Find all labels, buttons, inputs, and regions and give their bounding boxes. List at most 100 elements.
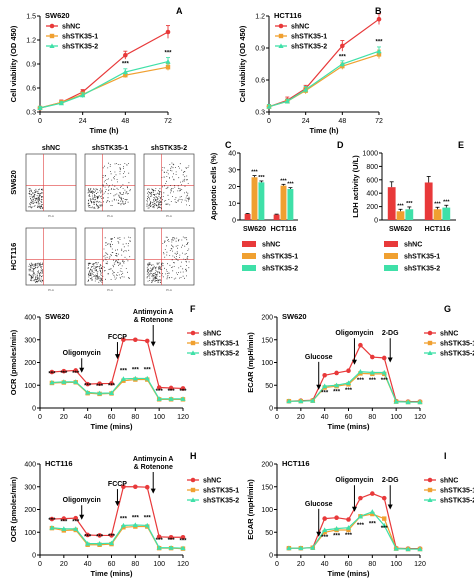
- data-point: [120, 522, 127, 528]
- y-tick-label: 300: [24, 484, 36, 491]
- significance-stars: ***: [48, 518, 56, 524]
- data-point: [168, 385, 174, 391]
- data-point: [144, 484, 150, 490]
- significance-stars: ***: [251, 170, 258, 176]
- data-point: [180, 396, 186, 401]
- data-point: [133, 337, 138, 343]
- data-point: [334, 515, 339, 520]
- data-point: [286, 545, 292, 551]
- injection-label: Oligomycin: [63, 497, 101, 504]
- significance-stars: ***: [287, 182, 294, 188]
- y-tick-label: 50: [265, 530, 273, 537]
- injection-label: 2-DG: [382, 330, 399, 337]
- data-point: [322, 516, 327, 521]
- x-axis-label: Time (mins): [91, 569, 133, 578]
- y-tick-label: 1.5: [26, 14, 36, 21]
- x-tick-label: 80: [368, 561, 376, 568]
- injection-label: FCCP: [108, 334, 127, 341]
- series-line: [51, 377, 183, 400]
- data-point: [97, 381, 102, 386]
- data-point: [382, 516, 387, 521]
- x-tick-label: 0: [275, 561, 279, 568]
- data-point: [370, 354, 375, 360]
- x-tick-label: 72: [375, 118, 383, 125]
- flow-column-label: shNC: [42, 145, 60, 152]
- y-axis-label: ECAR (mpH/min): [246, 479, 255, 540]
- chart-panel-I: 0 20 40 60 80 100 120 0 50 100 150 200 Time (mins) EC…: [246, 451, 474, 578]
- panel-letter: I: [444, 451, 447, 461]
- injection-arrowhead: [114, 354, 120, 360]
- data-point: [132, 375, 138, 381]
- injection-label: 2-DG: [382, 477, 399, 484]
- data-point: [165, 29, 171, 35]
- x-tick-label: 100: [153, 414, 165, 421]
- x-tick-label: 120: [414, 561, 426, 568]
- y-tick-label: 400: [24, 462, 36, 469]
- significance-stars: ***: [108, 384, 116, 390]
- significance-stars: ***: [144, 368, 152, 374]
- flow-axis-label: PI-A: [166, 288, 172, 292]
- legend-swatch: [242, 253, 256, 259]
- data-point: [298, 545, 304, 551]
- y-tick-label: 200: [261, 462, 273, 469]
- x-tick-label: 40: [321, 414, 329, 421]
- significance-stars: ***: [333, 389, 341, 395]
- y-tick-label: 150: [261, 337, 273, 344]
- x-tick-label: 0: [275, 414, 279, 421]
- panel-letter: A: [176, 6, 183, 16]
- data-point: [109, 381, 114, 386]
- significance-stars: ***: [375, 40, 383, 46]
- y-tick-label: 0.9: [26, 62, 36, 69]
- legend-label: shNC: [291, 24, 309, 31]
- data-point: [266, 104, 272, 109]
- bar: [405, 209, 414, 220]
- data-point: [144, 338, 150, 344]
- significance-stars: ***: [434, 201, 441, 207]
- data-point: [108, 540, 115, 546]
- x-axis-label: Time (mins): [328, 422, 370, 431]
- y-tick-label: 200: [24, 507, 36, 514]
- bar: [251, 177, 258, 220]
- significance-stars: ***: [369, 378, 377, 384]
- data-point: [333, 382, 340, 388]
- x-tick-label: 0: [38, 561, 42, 568]
- data-point: [190, 497, 196, 502]
- legend-label: shSTK35-2: [62, 44, 98, 51]
- data-point: [108, 390, 115, 395]
- y-tick-label: 200: [261, 315, 273, 322]
- data-point: [310, 545, 316, 550]
- y-tick-label: 0.6: [255, 78, 265, 85]
- x-tick-label: 120: [414, 414, 426, 421]
- injection-arrowhead: [351, 359, 357, 365]
- y-tick-label: 20: [228, 184, 236, 191]
- data-point: [190, 340, 196, 346]
- legend-label: shSTK35-2: [291, 44, 327, 51]
- data-point: [322, 530, 327, 535]
- injection-arrowhead: [79, 367, 85, 373]
- data-point: [381, 355, 387, 361]
- data-point: [96, 390, 103, 396]
- data-point: [427, 330, 433, 336]
- x-tick-label: 0: [38, 118, 42, 125]
- data-point: [123, 52, 128, 58]
- x-tick-label: 0: [267, 118, 271, 125]
- data-point: [156, 385, 162, 390]
- legend-label: shSTK35-1: [62, 34, 98, 41]
- data-point: [303, 87, 309, 92]
- data-point: [370, 511, 375, 517]
- x-tick-label: 60: [345, 561, 353, 568]
- y-axis-label: LDH activity (U/L): [351, 155, 360, 218]
- data-point: [58, 100, 64, 106]
- data-point: [133, 484, 138, 490]
- x-axis-label: Time (h): [89, 126, 119, 135]
- bar: [244, 213, 251, 220]
- x-tick-label: 48: [338, 118, 346, 125]
- injection-arrowhead: [387, 504, 393, 510]
- data-point: [144, 375, 150, 381]
- y-tick-label: 0: [269, 553, 273, 560]
- data-point: [49, 23, 55, 29]
- flow-scatter-dots: [28, 262, 44, 283]
- data-point: [121, 484, 126, 490]
- series-line: [51, 378, 183, 400]
